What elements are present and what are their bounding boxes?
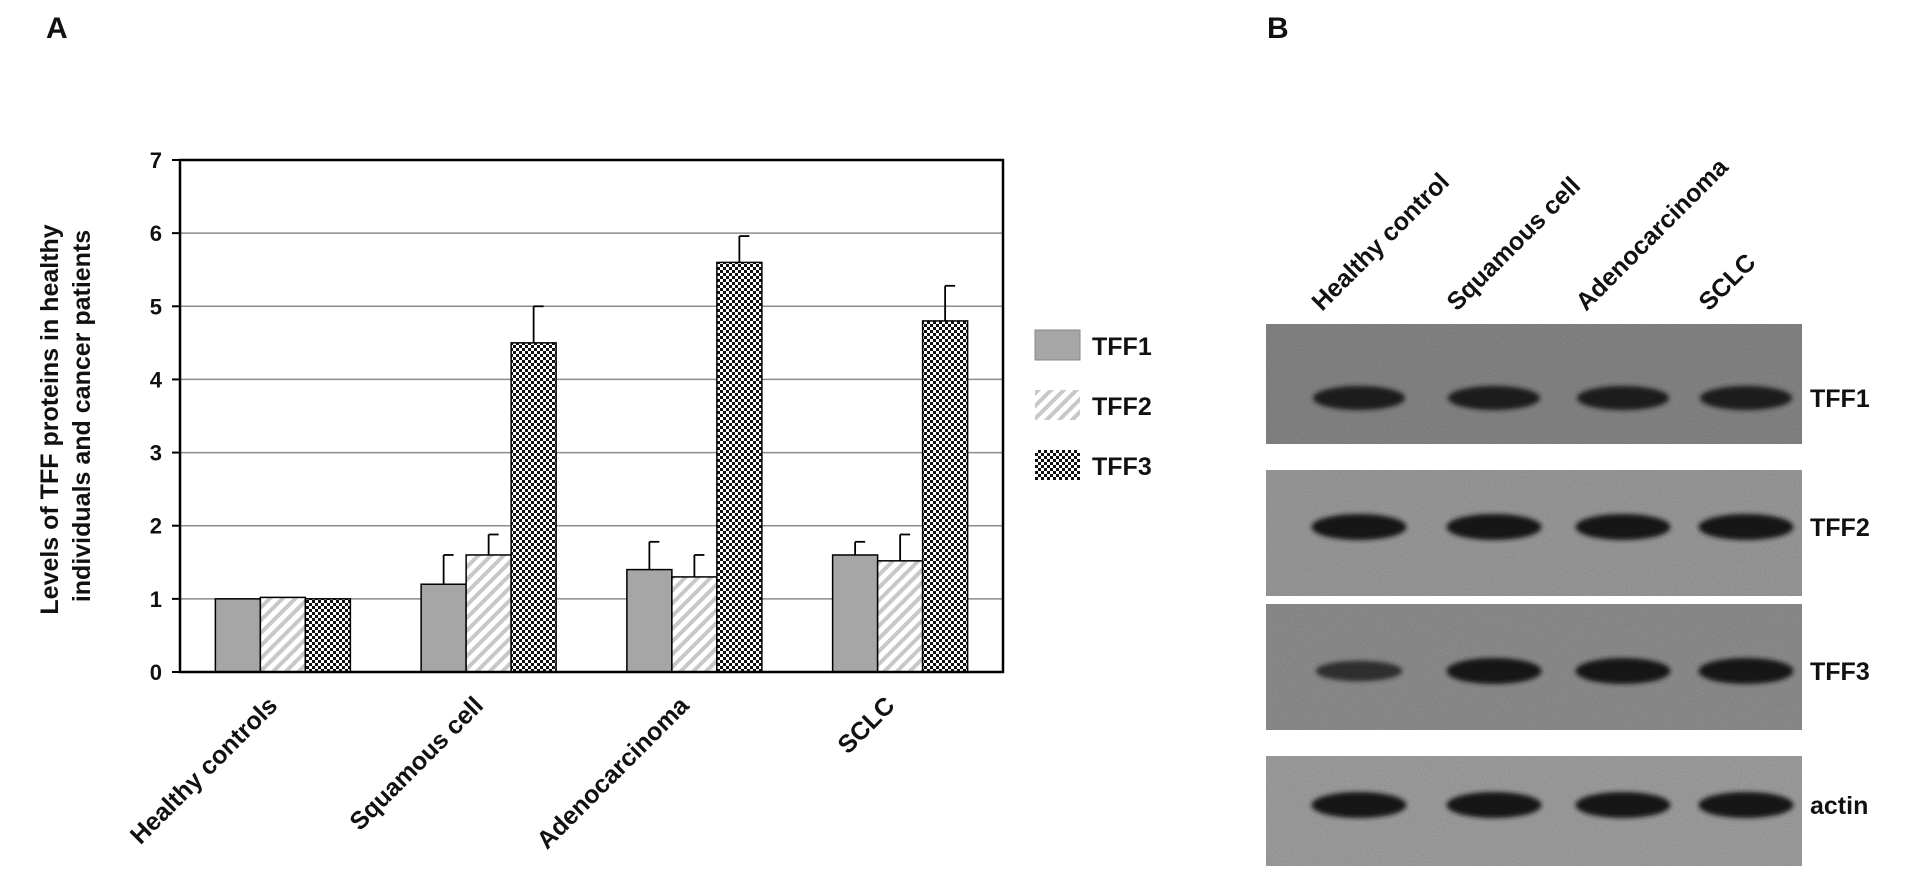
- lane-label: SCLC: [1693, 248, 1761, 316]
- band-tff2-4: [1698, 514, 1794, 540]
- blot-strip-tff2: TFF2: [1266, 470, 1870, 596]
- y-axis-label-line-1: Levels of TFF proteins in healthy: [36, 224, 64, 614]
- y-tick-label: 2: [150, 514, 162, 539]
- bar-tff3-3: [716, 261, 763, 673]
- legend-swatch-tff1: [1034, 329, 1081, 361]
- x-tick-label: SCLC: [832, 691, 900, 759]
- y-tick-label: 0: [150, 660, 162, 685]
- legend-swatch-tff3: [1035, 450, 1080, 480]
- blot-strips: TFF1 TFF2 TFF3 actin: [1266, 324, 1870, 866]
- blot-strip-actin: actin: [1266, 756, 1868, 866]
- x-axis-tick-labels: Healthy controls Squamous cell Adenocarcin…: [125, 691, 901, 855]
- bar-tff3-1: [304, 598, 352, 673]
- blot-strip-tff3: TFF3: [1266, 604, 1870, 730]
- band-actin-2: [1446, 792, 1542, 818]
- band-actin-3: [1575, 792, 1671, 818]
- bar-tff2-2: [465, 554, 512, 673]
- band-tff1-4: [1699, 385, 1793, 411]
- band-tff3-4: [1698, 658, 1794, 684]
- y-tick-label: 5: [150, 294, 162, 319]
- legend: TFF1 TFF2 TFF3: [1034, 329, 1152, 481]
- panel-a-label: A: [46, 12, 68, 45]
- bar-tff1-4: [831, 554, 879, 673]
- error-bars-group: [442, 235, 956, 585]
- band-tff1-3: [1576, 385, 1670, 411]
- bar-chart: 0 1 2 3 4 5 6 7 Healthy controls Squamous cell Ad…: [36, 148, 1152, 855]
- lane-label: Squamous cell: [1441, 172, 1586, 317]
- band-tff3-1: [1315, 660, 1403, 682]
- blot-label-tff2: TFF2: [1810, 514, 1870, 542]
- bars-group: [214, 261, 969, 673]
- bar-tff1-3: [626, 568, 673, 673]
- bar-tff3-2: [510, 342, 557, 673]
- bar-tff2-3: [671, 576, 718, 673]
- x-tick-label: Squamous cell: [344, 691, 489, 836]
- legend-label-tff3: TFF3: [1092, 453, 1152, 481]
- y-tick-label: 4: [150, 367, 163, 392]
- band-tff3-2: [1446, 658, 1542, 684]
- blot-label-tff3: TFF3: [1810, 658, 1870, 686]
- band-tff2-1: [1311, 514, 1407, 540]
- band-tff3-3: [1575, 658, 1671, 684]
- bar-tff2-1: [259, 596, 307, 673]
- band-actin-4: [1698, 792, 1794, 818]
- blot-texture: [1266, 324, 1802, 444]
- band-tff1-1: [1312, 385, 1406, 411]
- legend-label-tff1: TFF1: [1092, 333, 1152, 361]
- band-tff2-3: [1575, 514, 1671, 540]
- y-axis-ticks: 0 1 2 3 4 5 6 7: [150, 148, 180, 685]
- plot-area-frame: [178, 158, 1005, 674]
- legend-swatch-tff2: [1035, 390, 1080, 420]
- y-tick-label: 7: [150, 148, 162, 173]
- panel-b-label: B: [1267, 12, 1289, 45]
- band-tff2-2: [1446, 514, 1542, 540]
- blot-label-tff1: TFF1: [1810, 385, 1870, 413]
- bar-tff3-4: [921, 320, 969, 673]
- band-tff1-2: [1447, 385, 1541, 411]
- y-tick-label: 1: [150, 587, 162, 612]
- y-axis-label: Levels of TFF proteins in healthy indivi…: [36, 217, 96, 614]
- y-axis-label-line-2: individuals and cancer patients: [68, 230, 96, 602]
- bar-tff1-2: [420, 583, 467, 673]
- x-tick-label: Healthy controls: [125, 691, 283, 849]
- bar-tff2-4: [876, 560, 924, 673]
- y-tick-label: 6: [150, 221, 162, 246]
- x-tick-label: Adenocarcinoma: [531, 691, 695, 855]
- legend-label-tff2: TFF2: [1092, 393, 1152, 421]
- lane-label: Healthy control: [1306, 168, 1454, 316]
- bar-tff1-1: [214, 598, 262, 673]
- blot-strip-tff1: TFF1: [1266, 324, 1870, 444]
- blot-label-actin: actin: [1810, 792, 1868, 820]
- band-actin-1: [1311, 792, 1407, 818]
- grid-lines: [180, 232, 1003, 600]
- y-tick-label: 3: [150, 441, 162, 466]
